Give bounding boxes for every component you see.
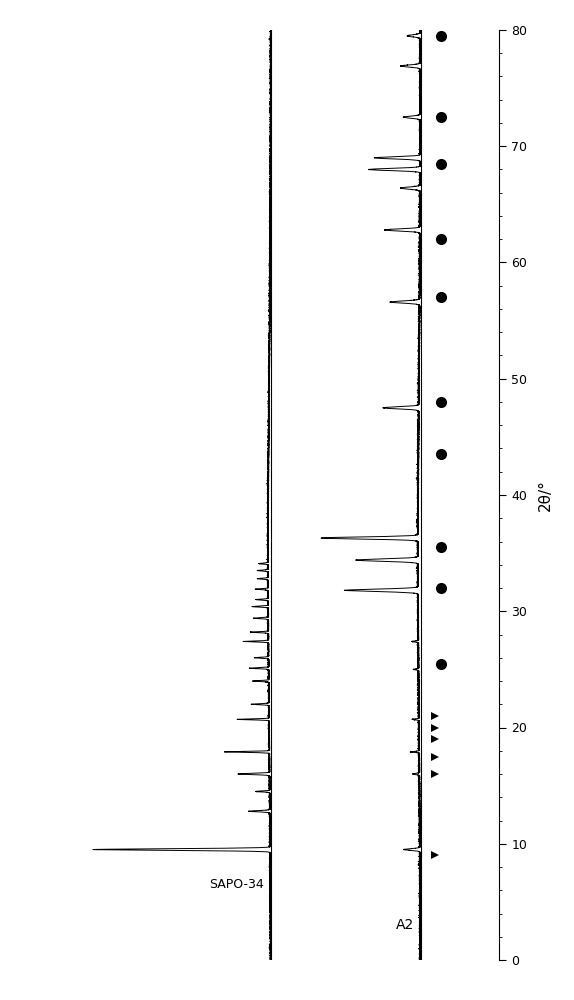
Text: A2: A2 xyxy=(395,918,414,932)
Text: SAPO-34: SAPO-34 xyxy=(210,878,264,891)
Y-axis label: 2θ/°: 2θ/° xyxy=(538,479,553,511)
